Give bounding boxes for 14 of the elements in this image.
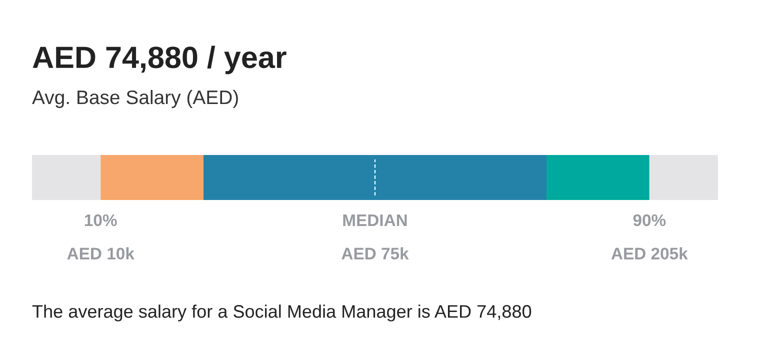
bar — [100, 155, 204, 200]
text: AED 10k — [67, 247, 134, 260]
chart-subtitle: Avg. Base Salary (AED) — [32, 90, 238, 108]
bar — [546, 155, 650, 200]
text: AED 75k — [342, 247, 409, 260]
x-tick-label: 90% — [633, 214, 666, 226]
x-tick-label: 10% — [84, 214, 117, 226]
bar — [32, 155, 101, 200]
bar — [649, 155, 718, 200]
chart-title: AED 74,880 / year — [32, 46, 286, 74]
text: The average salary for a Social Media Manager is AED 74,880 — [32, 304, 532, 322]
text: AED 205k — [611, 247, 688, 260]
bar — [204, 155, 546, 200]
x-tick-label: MEDIAN — [343, 214, 407, 226]
